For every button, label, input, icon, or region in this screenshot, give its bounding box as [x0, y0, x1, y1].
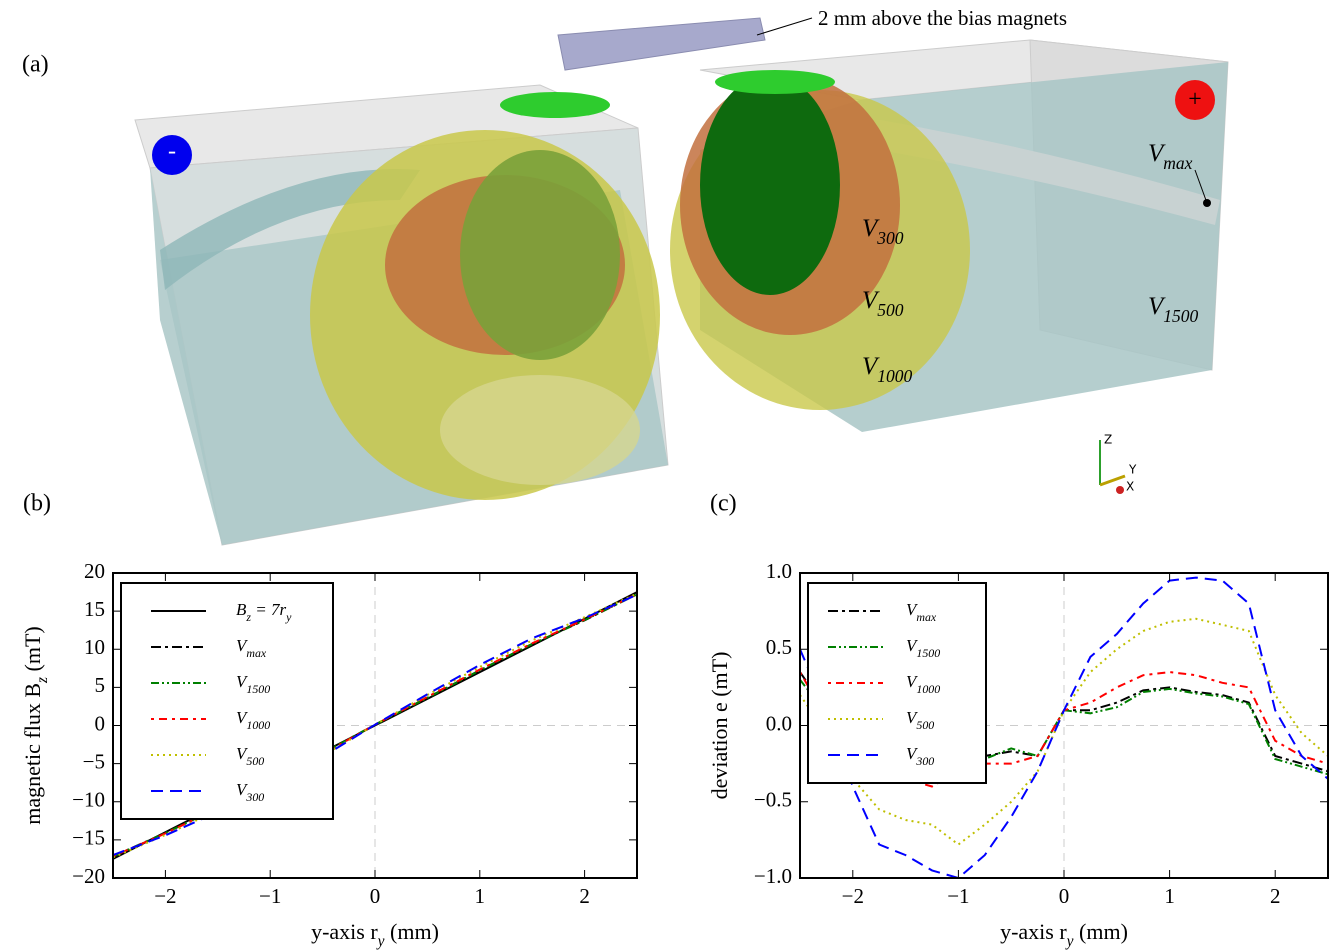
series-line	[800, 576, 1328, 878]
volume-core	[460, 150, 620, 360]
y-tick-label: 1.0	[766, 559, 792, 583]
triad-axis	[1116, 486, 1124, 494]
legend-box	[120, 582, 334, 820]
y-tick-label: 0.0	[766, 711, 792, 735]
pole-minus	[152, 135, 192, 175]
x-tick-label: 0	[370, 884, 381, 908]
series-line	[113, 593, 637, 857]
legend-label: V1000	[236, 708, 270, 732]
y-tick-label: 10	[84, 635, 105, 659]
render-panel: 2 mm above the bias magnets (a) - + Vmax…	[22, 6, 1229, 546]
volume-label: V500	[862, 287, 904, 320]
x-tick-label: 1	[475, 884, 486, 908]
legend-label: Vmax	[236, 636, 267, 660]
volume-label: Vmax	[1148, 140, 1193, 173]
legend-label: V1500	[236, 672, 270, 696]
panel-label: (a)	[22, 52, 49, 78]
x-axis-label: y-axis ry (mm)	[1000, 919, 1128, 950]
legend-label: Vmax	[906, 600, 937, 624]
triad-label: X	[1126, 480, 1134, 494]
pole-label: +	[1188, 87, 1202, 113]
y-tick-label: −20	[72, 864, 105, 888]
x-tick-label: −2	[154, 884, 176, 908]
x-tick-label: −1	[947, 884, 969, 908]
y-tick-label: 20	[84, 559, 105, 583]
legend-label: V500	[236, 744, 264, 768]
magnet-note: 2 mm above the bias magnets	[818, 6, 1067, 30]
legend-label: V300	[236, 780, 264, 804]
x-tick-label: 1	[1164, 884, 1175, 908]
pole-plus	[1175, 80, 1215, 120]
triad-label: Z	[1104, 433, 1112, 447]
y-tick-label: 0	[95, 711, 106, 735]
legend-label: Bz = 7ry	[236, 600, 292, 624]
y-tick-label: 15	[84, 597, 105, 621]
pole-label: -	[168, 139, 176, 165]
y-tick-label: −1.0	[754, 864, 792, 888]
legend-label: V1000	[906, 672, 940, 696]
leader	[756, 17, 813, 36]
y-tick-label: 5	[95, 673, 106, 697]
panel-label: (b)	[23, 491, 51, 517]
surface	[880, 120, 1220, 225]
magnet-top	[715, 70, 835, 94]
y-axis-label: magnetic flux Bz (mT)	[20, 626, 51, 824]
x-tick-label: −1	[259, 884, 281, 908]
x-tick-label: −2	[842, 884, 864, 908]
legend-label: V300	[906, 744, 934, 768]
volume-label: V300	[862, 215, 904, 248]
plot: −2 −1 0 1 2 −1.0 −0.5 0.0 0.5 1.0 y-axis ry (mm) de…	[707, 491, 1329, 950]
volume-core	[700, 75, 840, 295]
x-tick-label: 2	[1270, 884, 1281, 908]
legend-box	[807, 582, 987, 784]
x-tick-label: 2	[579, 884, 590, 908]
x-tick-label: 0	[1059, 884, 1070, 908]
y-axis-label: deviation e (mT)	[707, 652, 732, 800]
legend-label: V500	[906, 708, 934, 732]
triad-axis	[1099, 474, 1126, 487]
volume-label: V1000	[862, 353, 913, 386]
panel-label: (c)	[710, 491, 737, 517]
legend-label: V1500	[906, 636, 940, 660]
volume-base	[440, 375, 640, 485]
marker	[1203, 199, 1211, 207]
bias-magnet	[557, 17, 766, 71]
triad-label: Y	[1128, 463, 1137, 477]
volume-label: V1500	[1148, 293, 1199, 326]
leader	[1194, 169, 1208, 204]
y-tick-label: −10	[72, 788, 105, 812]
y-tick-label: −5	[83, 749, 105, 773]
x-axis-label: y-axis ry (mm)	[311, 919, 439, 950]
y-tick-label: −15	[72, 826, 105, 850]
magnet-top	[500, 92, 610, 118]
y-tick-label: 0.5	[766, 635, 792, 659]
y-tick-label: −0.5	[754, 788, 792, 812]
